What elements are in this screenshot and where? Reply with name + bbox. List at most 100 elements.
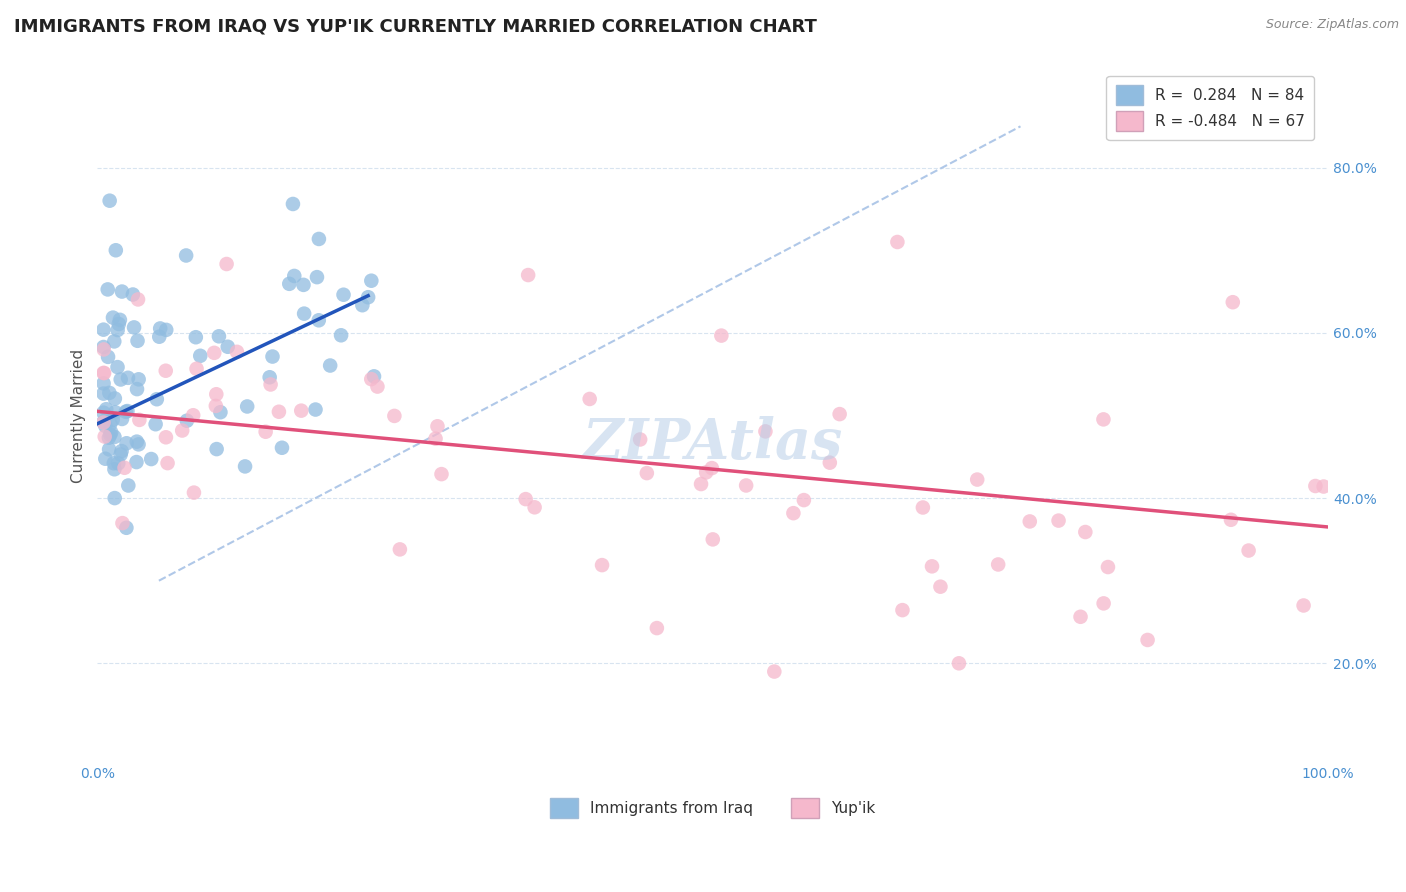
Point	[93, 366, 115, 380]
Point	[1097, 560, 1119, 574]
Point	[818, 456, 841, 470]
Point	[98, 385, 121, 400]
Point	[181, 409, 204, 423]
Point	[117, 371, 139, 385]
Point	[110, 444, 132, 458]
Point	[754, 425, 776, 439]
Point	[828, 407, 851, 421]
Point	[97, 282, 120, 296]
Point	[1312, 479, 1334, 493]
Point	[110, 448, 132, 462]
Point	[93, 406, 115, 420]
Point	[360, 274, 382, 288]
Point	[93, 415, 115, 429]
Text: Source: ZipAtlas.com: Source: ZipAtlas.com	[1265, 18, 1399, 31]
Point	[104, 491, 127, 505]
Point	[101, 413, 124, 427]
Point	[966, 473, 988, 487]
Point	[149, 321, 172, 335]
Point	[1074, 524, 1097, 539]
Point	[1092, 412, 1115, 426]
Text: ZIPAtlas: ZIPAtlas	[582, 416, 844, 471]
Point	[205, 387, 228, 401]
Point	[94, 419, 117, 434]
Point	[217, 340, 239, 354]
Point	[202, 346, 225, 360]
Text: IMMIGRANTS FROM IRAQ VS YUP'IK CURRENTLY MARRIED CORRELATION CHART: IMMIGRANTS FROM IRAQ VS YUP'IK CURRENTLY…	[14, 18, 817, 36]
Point	[215, 257, 238, 271]
Point	[127, 293, 149, 307]
Point	[1237, 543, 1260, 558]
Point	[330, 328, 353, 343]
Point	[108, 313, 131, 327]
Point	[891, 603, 914, 617]
Point	[98, 417, 121, 431]
Point	[208, 329, 231, 343]
Point	[104, 392, 127, 406]
Point	[104, 244, 127, 258]
Point	[254, 425, 277, 439]
Point	[695, 466, 717, 480]
Point	[1092, 596, 1115, 610]
Point	[517, 268, 540, 282]
Point	[156, 456, 179, 470]
Point	[360, 372, 382, 386]
Point	[93, 366, 115, 380]
Point	[366, 379, 388, 393]
Point	[183, 485, 205, 500]
Point	[388, 542, 411, 557]
Point	[155, 430, 177, 444]
Point	[763, 665, 786, 679]
Point	[267, 405, 290, 419]
Point	[155, 323, 177, 337]
Point	[283, 268, 305, 283]
Point	[127, 334, 149, 348]
Point	[107, 456, 129, 470]
Point	[205, 442, 228, 456]
Point	[209, 405, 232, 419]
Point	[1136, 632, 1159, 647]
Point	[172, 424, 194, 438]
Point	[1222, 295, 1244, 310]
Point	[886, 235, 908, 249]
Point	[911, 500, 934, 515]
Point	[155, 364, 177, 378]
Point	[1018, 515, 1040, 529]
Point	[115, 521, 138, 535]
Point	[278, 277, 301, 291]
Point	[515, 492, 537, 507]
Point	[122, 287, 145, 301]
Point	[426, 419, 449, 434]
Point	[128, 413, 150, 427]
Legend: Immigrants from Iraq, Yup'ik: Immigrants from Iraq, Yup'ik	[544, 792, 882, 824]
Point	[122, 320, 145, 334]
Point	[97, 350, 120, 364]
Point	[304, 402, 326, 417]
Point	[104, 405, 127, 419]
Point	[259, 377, 281, 392]
Point	[146, 392, 169, 407]
Point	[103, 430, 125, 444]
Point	[93, 376, 115, 391]
Point	[929, 580, 952, 594]
Point	[107, 323, 129, 337]
Point	[262, 350, 284, 364]
Point	[100, 425, 122, 440]
Point	[93, 323, 115, 337]
Point	[782, 506, 804, 520]
Point	[292, 307, 315, 321]
Point	[114, 460, 136, 475]
Point	[98, 194, 121, 208]
Point	[292, 277, 315, 292]
Point	[523, 500, 546, 515]
Point	[103, 456, 125, 470]
Point	[125, 434, 148, 449]
Point	[308, 232, 330, 246]
Point	[148, 329, 170, 343]
Point	[114, 405, 136, 419]
Point	[93, 416, 115, 430]
Point	[125, 382, 148, 396]
Point	[1070, 609, 1092, 624]
Point	[363, 369, 385, 384]
Point	[110, 372, 132, 386]
